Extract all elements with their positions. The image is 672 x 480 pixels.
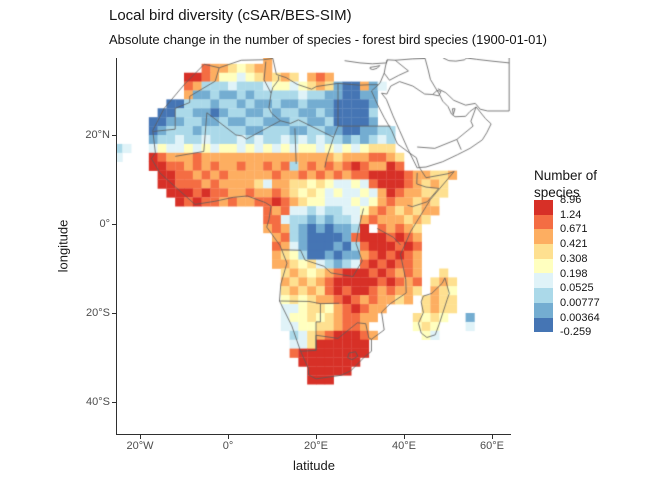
x-tick-label: 20°W [126, 440, 154, 452]
y-tick-label: 20°S [86, 307, 110, 319]
legend: Number of species 8.96 1.24 0.671 0.421 0.30… [534, 167, 600, 338]
legend-colorbar [534, 200, 553, 333]
x-tick-mark [404, 435, 405, 439]
legend-swatch [534, 244, 553, 259]
y-tick-label: 40°S [86, 396, 110, 408]
legend-title-line2: species [534, 185, 580, 200]
legend-break-label: 0.00777 [560, 296, 600, 309]
legend-title-line1: Number of [534, 168, 598, 183]
legend-swatch [534, 273, 553, 289]
legend-break-label: -0.259 [560, 326, 592, 339]
legend-swatch [534, 317, 553, 333]
legend-swatch [534, 214, 553, 230]
x-tick-label: 40°E [392, 440, 416, 452]
y-tick-mark [112, 402, 116, 403]
y-tick-mark [112, 313, 116, 314]
x-tick-mark [492, 435, 493, 439]
y-axis-line [116, 58, 117, 435]
y-tick-mark [112, 224, 116, 225]
x-axis-line [116, 434, 511, 435]
legend-break-label: 0.421 [560, 238, 588, 251]
legend-swatch [534, 200, 553, 215]
legend-break-label: 0.671 [560, 223, 588, 236]
map-canvas [117, 58, 511, 434]
legend-break-label: 0.00364 [560, 311, 600, 324]
legend-break-label: 0.198 [560, 267, 588, 280]
map-panel [117, 58, 511, 434]
legend-break-label: 0.308 [560, 252, 588, 265]
legend-swatch [534, 302, 553, 318]
legend-break-label: 1.24 [560, 208, 582, 221]
y-tick-label: 20°N [85, 129, 110, 141]
x-tick-mark [140, 435, 141, 439]
x-axis-title: latitude [293, 458, 335, 473]
y-tick-label: 0° [99, 218, 110, 230]
y-tick-mark [112, 135, 116, 136]
x-tick-label: 60°E [480, 440, 504, 452]
legend-swatch [534, 229, 553, 245]
x-tick-mark [228, 435, 229, 439]
legend-break-label: 8.96 [560, 194, 582, 206]
x-tick-label: 0° [222, 440, 234, 452]
x-tick-label: 20°E [304, 440, 328, 452]
plot-title: Local bird diversity (cSAR/BES-SIM) [109, 7, 352, 24]
x-tick-mark [316, 435, 317, 439]
y-axis-title: longitude [55, 219, 71, 273]
legend-break-label: 0.0525 [560, 282, 594, 295]
legend-swatch [534, 258, 553, 274]
plot-subtitle: Absolute change in the number of species… [109, 32, 547, 47]
legend-swatch [534, 288, 553, 303]
